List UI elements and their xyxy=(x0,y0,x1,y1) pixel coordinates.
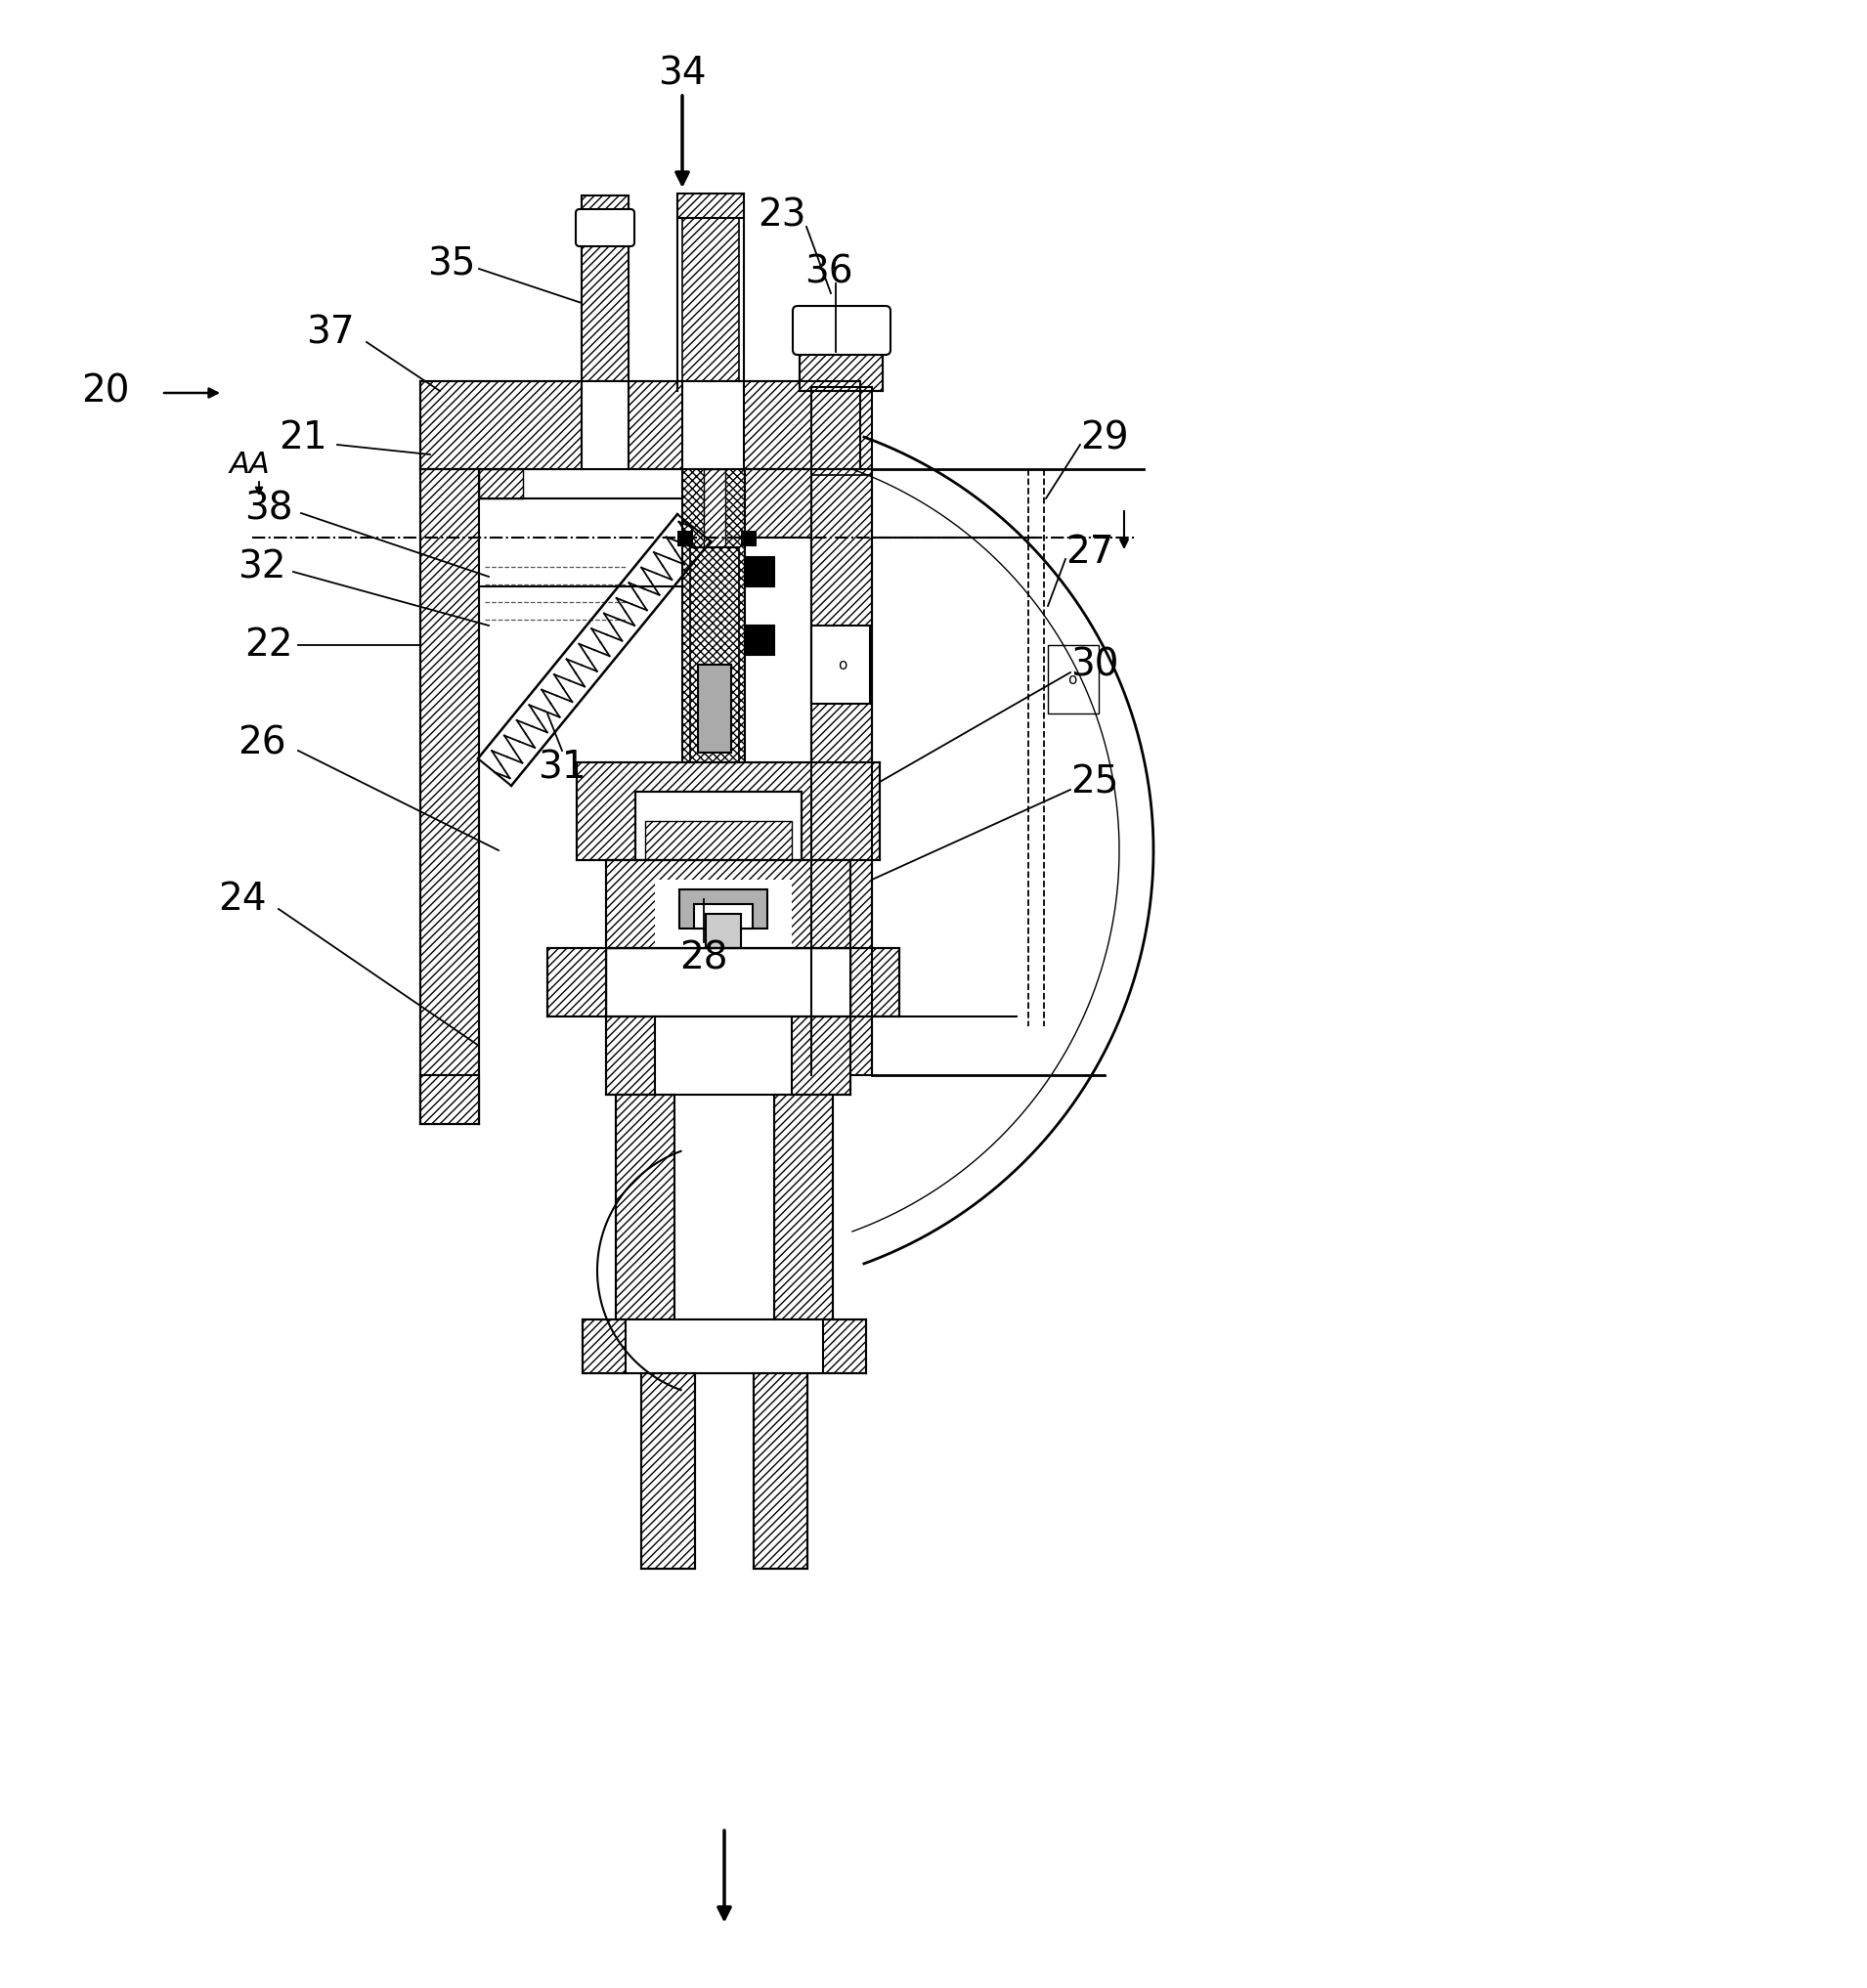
Text: 22: 22 xyxy=(245,626,293,664)
Bar xyxy=(775,1095,833,1320)
Bar xyxy=(583,382,629,469)
Bar xyxy=(655,1016,792,1095)
Bar xyxy=(691,547,739,761)
Bar xyxy=(646,821,792,861)
Text: 38: 38 xyxy=(245,489,293,527)
Text: 31: 31 xyxy=(538,749,586,785)
Bar xyxy=(547,948,900,1016)
Bar xyxy=(607,1016,849,1095)
Bar xyxy=(681,382,743,469)
Bar xyxy=(704,469,724,636)
Bar xyxy=(655,879,792,948)
Bar xyxy=(583,215,629,392)
Text: 30: 30 xyxy=(1070,646,1118,684)
Bar xyxy=(698,664,732,753)
Bar xyxy=(480,499,681,586)
Bar xyxy=(745,469,812,537)
Bar xyxy=(678,193,743,219)
Text: o: o xyxy=(1068,672,1077,686)
Text: 37: 37 xyxy=(306,314,355,350)
Bar xyxy=(420,382,861,469)
Text: 20: 20 xyxy=(82,372,131,410)
Bar xyxy=(420,1076,480,1123)
Bar xyxy=(607,861,849,948)
Bar xyxy=(635,791,801,861)
Bar xyxy=(695,905,752,928)
Bar xyxy=(681,215,739,392)
Bar xyxy=(583,1320,866,1374)
Bar xyxy=(625,1320,823,1374)
Bar xyxy=(681,469,745,761)
Text: 36: 36 xyxy=(805,252,853,290)
Bar xyxy=(745,557,775,586)
Bar xyxy=(616,1095,674,1320)
FancyBboxPatch shape xyxy=(793,306,891,354)
Text: 26: 26 xyxy=(237,724,286,761)
Bar xyxy=(754,1374,807,1569)
Bar xyxy=(583,195,629,219)
Bar xyxy=(674,1095,775,1320)
Bar xyxy=(607,948,849,1016)
Bar xyxy=(678,531,693,547)
Text: 23: 23 xyxy=(758,197,807,235)
Text: 32: 32 xyxy=(237,549,286,584)
Text: 34: 34 xyxy=(657,56,706,91)
Text: o: o xyxy=(838,658,848,672)
Text: 28: 28 xyxy=(680,938,728,976)
Bar xyxy=(745,626,775,654)
Bar xyxy=(799,312,883,392)
Text: 27: 27 xyxy=(1066,533,1115,571)
Bar xyxy=(812,626,870,704)
Text: 35: 35 xyxy=(428,245,476,282)
Bar xyxy=(680,889,767,928)
Text: 25: 25 xyxy=(1070,763,1118,801)
Bar xyxy=(706,914,741,948)
Bar xyxy=(480,469,523,499)
Bar xyxy=(745,557,775,586)
Text: 21: 21 xyxy=(278,419,327,457)
FancyBboxPatch shape xyxy=(575,209,635,247)
Text: 29: 29 xyxy=(1081,419,1130,457)
Bar xyxy=(812,388,872,475)
Bar xyxy=(640,1374,695,1569)
Text: 24: 24 xyxy=(218,881,267,918)
Text: AA: AA xyxy=(230,449,269,479)
Bar xyxy=(741,531,756,547)
Bar xyxy=(812,469,872,1076)
Bar xyxy=(577,761,879,861)
Bar xyxy=(1047,644,1098,714)
Bar xyxy=(480,469,523,499)
Bar xyxy=(420,469,480,1123)
